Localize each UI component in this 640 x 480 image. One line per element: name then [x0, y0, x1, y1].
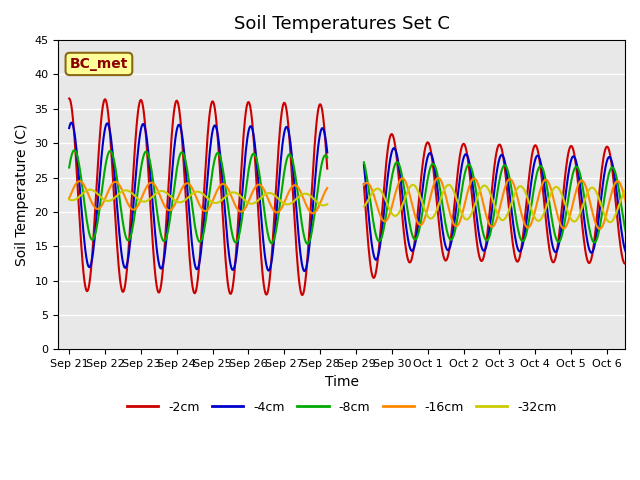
-8cm — [639, 180, 640, 186]
X-axis label: Time: Time — [324, 374, 358, 389]
-8cm — [416, 223, 424, 229]
-4cm — [639, 158, 640, 164]
Line: -4cm: -4cm — [69, 122, 640, 271]
-8cm — [65, 165, 73, 170]
-4cm — [449, 235, 456, 240]
-8cm — [449, 236, 456, 242]
-32cm — [65, 197, 73, 203]
-16cm — [65, 195, 73, 201]
-2cm — [639, 144, 640, 150]
-8cm — [288, 156, 296, 162]
Line: -2cm: -2cm — [69, 98, 640, 295]
Line: -32cm: -32cm — [69, 185, 640, 222]
-32cm — [266, 190, 274, 196]
-2cm — [416, 186, 424, 192]
-2cm — [449, 224, 456, 229]
Title: Soil Temperatures Set C: Soil Temperatures Set C — [234, 15, 450, 33]
-4cm — [132, 165, 140, 170]
-8cm — [266, 240, 274, 245]
-32cm — [288, 200, 296, 205]
-4cm — [65, 125, 73, 131]
-16cm — [449, 217, 456, 223]
Legend: -2cm, -4cm, -8cm, -16cm, -32cm: -2cm, -4cm, -8cm, -16cm, -32cm — [122, 396, 561, 419]
Line: -8cm: -8cm — [69, 150, 640, 244]
-8cm — [238, 216, 246, 222]
Line: -16cm: -16cm — [69, 178, 640, 229]
-2cm — [288, 176, 296, 182]
-4cm — [416, 207, 424, 213]
-2cm — [238, 155, 246, 161]
-32cm — [238, 194, 246, 200]
-16cm — [416, 222, 424, 228]
-32cm — [132, 194, 140, 200]
-16cm — [639, 209, 640, 215]
-4cm — [238, 192, 246, 198]
-4cm — [288, 155, 296, 161]
-8cm — [132, 198, 140, 204]
-2cm — [65, 96, 73, 101]
-32cm — [639, 218, 640, 224]
-16cm — [266, 202, 274, 207]
-4cm — [266, 264, 274, 270]
-16cm — [238, 209, 246, 215]
Text: BC_met: BC_met — [70, 57, 128, 71]
-32cm — [449, 185, 456, 191]
-2cm — [132, 124, 140, 130]
-16cm — [288, 184, 296, 190]
-32cm — [416, 193, 424, 199]
-2cm — [266, 269, 274, 275]
-16cm — [132, 205, 140, 211]
Y-axis label: Soil Temperature (C): Soil Temperature (C) — [15, 123, 29, 266]
